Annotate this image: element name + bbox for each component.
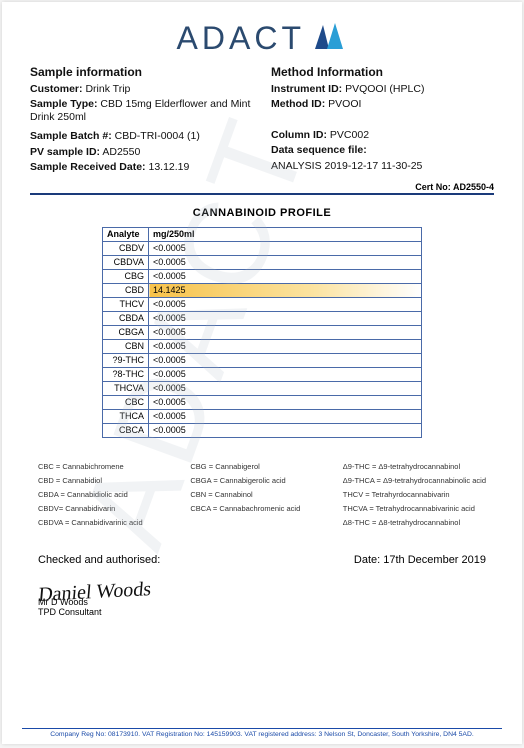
analyte-cell: THCVA — [103, 381, 149, 395]
col-value: mg/250ml — [149, 227, 422, 241]
value-cell: 14.1425 — [149, 283, 422, 297]
table-row: CBC<0.0005 — [103, 395, 422, 409]
batch-label: Sample Batch #: — [30, 130, 112, 142]
customer-value: Drink Trip — [85, 83, 130, 95]
abbrev-line: Δ9-THC = Δ9-tetrahydrocannabinol — [343, 462, 486, 471]
abbrev-line: THCVA = Tetrahydrocannabivarinic acid — [343, 504, 486, 513]
analyte-cell: CBG — [103, 269, 149, 283]
method-label: Method ID: — [271, 98, 325, 110]
value-cell: <0.0005 — [149, 367, 422, 381]
table-row: CBDVA<0.0005 — [103, 255, 422, 269]
value-cell: <0.0005 — [149, 297, 422, 311]
value-cell: <0.0005 — [149, 311, 422, 325]
abbrev-line: CBD = Cannabidiol — [38, 476, 172, 485]
abbrev-line: CBN = Cannabinol — [190, 490, 324, 499]
customer-label: Customer: — [30, 83, 83, 95]
value-cell: <0.0005 — [149, 381, 422, 395]
abbrev-line: CBDV= Cannabidivarin — [38, 504, 172, 513]
column-value: PVC002 — [330, 129, 369, 141]
signature-block: Daniel Woods Mr D Woods TPD Consultant — [30, 572, 494, 617]
method-info-heading: Method Information — [271, 65, 494, 79]
abbrev-col-3: Δ9-THC = Δ9-tetrahydrocannabinol Δ9-THCA … — [343, 462, 486, 532]
abbrev-col-1: CBC = Cannabichromene CBD = Cannabidiol CB… — [38, 462, 172, 532]
value-cell: <0.0005 — [149, 325, 422, 339]
abbrev-line: CBGA = Cannabigerolic acid — [190, 476, 324, 485]
abbrev-col-2: CBG = Cannabigerol CBGA = Cannabigerolic … — [190, 462, 324, 532]
abbrev-line: Δ9-THCA = Δ9-tetrahydrocannabinolic acid — [343, 476, 486, 485]
analyte-cell: CBCA — [103, 423, 149, 437]
pv-value: AD2550 — [102, 146, 140, 158]
info-columns: Sample information Customer: Drink Trip … — [30, 65, 494, 176]
abbrev-line: CBDA = Cannabidiolic acid — [38, 490, 172, 499]
table-row: ?8-THC<0.0005 — [103, 367, 422, 381]
table-header-row: Analyte mg/250ml — [103, 227, 422, 241]
method-value: PVOOI — [328, 98, 361, 110]
value-cell: <0.0005 — [149, 241, 422, 255]
instrument-label: Instrument ID: — [271, 83, 342, 95]
table-row: ?9-THC<0.0005 — [103, 353, 422, 367]
analyte-cell: CBDA — [103, 311, 149, 325]
abbrev-line: CBC = Cannabichromene — [38, 462, 172, 471]
signatory-title: TPD Consultant — [38, 607, 494, 617]
abbreviations: CBC = Cannabichromene CBD = Cannabidiol CB… — [30, 462, 494, 532]
table-row: CBCA<0.0005 — [103, 423, 422, 437]
recv-label: Sample Received Date: — [30, 161, 146, 173]
analyte-cell: ?9-THC — [103, 353, 149, 367]
value-cell: <0.0005 — [149, 339, 422, 353]
table-row: CBG<0.0005 — [103, 269, 422, 283]
value-cell: <0.0005 — [149, 395, 422, 409]
date-label: Date: — [354, 554, 380, 566]
analyte-cell: CBGA — [103, 325, 149, 339]
batch-value: CBD-TRI-0004 (1) — [115, 130, 200, 142]
value-cell: <0.0005 — [149, 353, 422, 367]
cert-label: Cert No: — [415, 182, 451, 192]
value-cell: <0.0005 — [149, 255, 422, 269]
table-row: CBDA<0.0005 — [103, 311, 422, 325]
profile-title: CANNABINOID PROFILE — [30, 207, 494, 219]
pv-label: PV sample ID: — [30, 146, 100, 158]
sample-type-label: Sample Type: — [30, 98, 98, 110]
table-row: THCA<0.0005 — [103, 409, 422, 423]
logo-mark-icon — [313, 21, 347, 56]
cert-line: Cert No: AD2550-4 — [30, 182, 494, 195]
cannabinoid-table: Analyte mg/250ml CBDV<0.0005CBDVA<0.0005… — [102, 227, 422, 438]
abbrev-line: CBDVA = Cannabidivarinic acid — [38, 518, 172, 527]
table-row: CBGA<0.0005 — [103, 325, 422, 339]
logo-text: ADACT — [177, 20, 305, 57]
analyte-cell: ?8-THC — [103, 367, 149, 381]
seq-label: Data sequence file: — [271, 144, 367, 156]
analyte-cell: CBN — [103, 339, 149, 353]
abbrev-line: THCV = Tetrahyrdocannabivarin — [343, 490, 486, 499]
analyte-cell: CBD — [103, 283, 149, 297]
value-cell: <0.0005 — [149, 409, 422, 423]
abbrev-line: Δ8-THC = Δ8-tetrahydrocannabinol — [343, 518, 486, 527]
table-row: CBD14.1425 — [103, 283, 422, 297]
analyte-cell: THCV — [103, 297, 149, 311]
abbrev-line: CBCA = Cannabachromenic acid — [190, 504, 324, 513]
seq-value: ANALYSIS 2019-12-17 11-30-25 — [271, 160, 422, 172]
sample-info-col: Sample information Customer: Drink Trip … — [30, 65, 253, 176]
value-cell: <0.0005 — [149, 269, 422, 283]
table-row: CBDV<0.0005 — [103, 241, 422, 255]
analyte-cell: THCA — [103, 409, 149, 423]
sample-info-heading: Sample information — [30, 65, 253, 79]
analyte-cell: CBDVA — [103, 255, 149, 269]
logo: ADACT — [30, 20, 494, 57]
checked-label: Checked and authorised: — [38, 554, 160, 566]
table-row: THCVA<0.0005 — [103, 381, 422, 395]
column-label: Column ID: — [271, 129, 327, 141]
method-info-col: Method Information Instrument ID: PVQOOI… — [271, 65, 494, 176]
value-cell: <0.0005 — [149, 423, 422, 437]
instrument-value: PVQOOI (HPLC) — [345, 83, 424, 95]
abbrev-line: CBG = Cannabigerol — [190, 462, 324, 471]
table-row: THCV<0.0005 — [103, 297, 422, 311]
footer-text: Company Reg No: 08173910. VAT Registrati… — [22, 728, 502, 738]
recv-value: 13.12.19 — [148, 161, 189, 173]
table-row: CBN<0.0005 — [103, 339, 422, 353]
analyte-cell: CBC — [103, 395, 149, 409]
col-analyte: Analyte — [103, 227, 149, 241]
analyte-cell: CBDV — [103, 241, 149, 255]
certificate-page: ADACT ADACT Sample information Customer:… — [2, 2, 522, 744]
cert-value: AD2550-4 — [453, 182, 494, 192]
